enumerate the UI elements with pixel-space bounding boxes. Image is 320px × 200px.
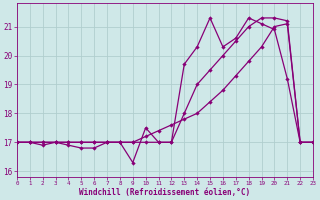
X-axis label: Windchill (Refroidissement éolien,°C): Windchill (Refroidissement éolien,°C) <box>79 188 251 197</box>
